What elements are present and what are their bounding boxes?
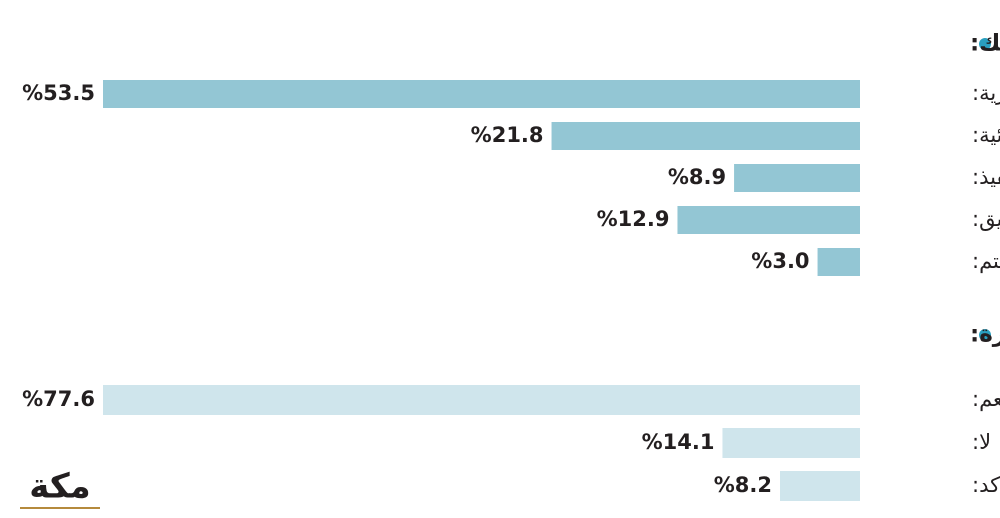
category-label: لا:: [972, 430, 991, 454]
bullet: [979, 38, 991, 50]
value-label: %8.9: [668, 165, 726, 189]
value-label: %53.5: [22, 81, 95, 105]
bar: [103, 385, 860, 415]
chart-title: هل ساعدت المؤشرات العدلية بزيادة وعيك عن…: [970, 322, 1000, 348]
value-label: %3.0: [751, 249, 809, 273]
category-label: توثيق:: [972, 207, 1000, 231]
category-label: غير مهتم:: [972, 249, 1000, 274]
bar: [734, 164, 860, 192]
category-label: غير متأكد:: [972, 470, 1000, 497]
value-label: %12.9: [597, 207, 670, 231]
value-label: %8.2: [714, 473, 772, 497]
bullet: [979, 329, 991, 341]
chart-title: في رأيك أي خدمات المؤشرات التفاعلية من خ…: [970, 27, 1000, 57]
bar: [103, 80, 860, 108]
bar: [551, 122, 860, 150]
value-label: %77.6: [22, 387, 95, 411]
category-label: تنفيذ:: [972, 165, 1000, 189]
value-label: %21.8: [471, 123, 544, 147]
value-label: %14.1: [642, 430, 715, 454]
bar: [722, 428, 860, 458]
category-label: نعم:: [972, 387, 1000, 412]
category-label: قضائية:: [972, 123, 1000, 147]
logo: مكة: [29, 467, 90, 507]
category-label: عقارية:: [972, 81, 1000, 105]
bar: [677, 206, 860, 234]
bar: [817, 248, 860, 276]
bar: [780, 471, 860, 501]
